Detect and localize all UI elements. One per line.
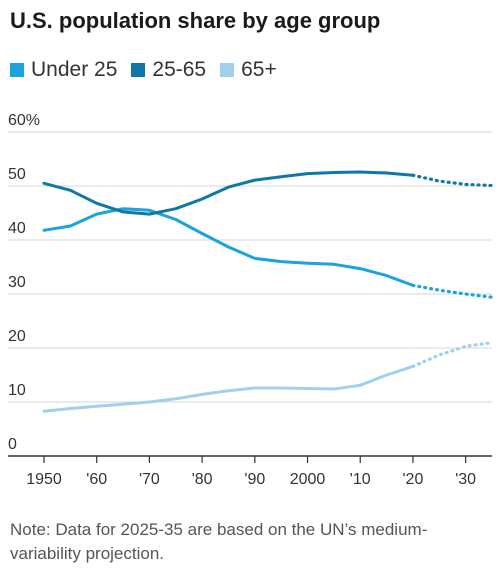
x-tick-label-2010: '10	[350, 471, 371, 488]
y-tick-label-20: 20	[8, 328, 26, 345]
legend-item-65plus: 65+	[220, 58, 277, 82]
y-tick-label-10: 10	[8, 382, 26, 399]
y-tick-label-30: 30	[8, 274, 26, 291]
legend-label-65plus: 65+	[241, 58, 277, 81]
series-projection-age65plus	[411, 341, 494, 368]
x-tick-label-1990: '90	[244, 471, 265, 488]
y-tick-label-0: 0	[8, 436, 17, 453]
x-tick-label-2030: '30	[455, 471, 476, 488]
series-projection-under25	[411, 283, 494, 299]
series-line-age25to65	[42, 170, 415, 216]
legend-label-under25: Under 25	[31, 58, 118, 81]
y-tick-label-60: 60%	[8, 112, 40, 129]
x-tick-label-1980: '80	[192, 471, 213, 488]
x-tick-label-2000: 2000	[290, 471, 326, 488]
series-line-under25	[42, 207, 415, 287]
legend-item-25-65: 25-65	[131, 58, 206, 82]
series-projection-age25to65	[411, 173, 494, 188]
legend-swatch-under25	[10, 63, 24, 77]
x-tick-label-1960: '60	[86, 471, 107, 488]
y-tick-label-50: 50	[8, 166, 26, 183]
legend-item-under25: Under 25	[10, 58, 117, 82]
legend-swatch-25-65	[131, 63, 146, 77]
x-tick-label-1970: '70	[139, 471, 160, 488]
footnote: Note: Data for 2025-35 are based on the …	[10, 520, 428, 563]
x-tick-label-1950: 1950	[26, 471, 62, 488]
legend: Under 25 25-65 65+	[10, 58, 277, 82]
legend-swatch-65plus	[220, 63, 235, 77]
y-tick-label-40: 40	[8, 220, 26, 237]
series-line-age65plus	[42, 364, 415, 413]
x-tick-label-2020: '20	[403, 471, 424, 488]
line-chart: 0 10 20 30 40 50 60% 1950 '60 '70 '80 '90 2000 '10 '20…	[8, 112, 494, 488]
legend-label-25-65: 25-65	[152, 58, 207, 81]
chart-title: U.S. population share by age group	[10, 8, 381, 33]
